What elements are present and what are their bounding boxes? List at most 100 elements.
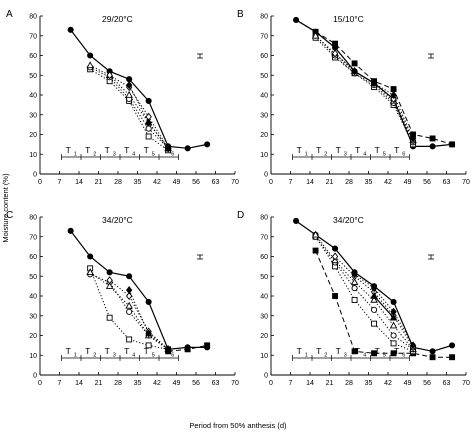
data-point-circle bbox=[332, 245, 339, 252]
data-point-circle bbox=[87, 253, 94, 260]
x-tick-label: 28 bbox=[345, 179, 353, 186]
y-tick-label: 50 bbox=[260, 274, 268, 281]
series-line bbox=[109, 279, 169, 350]
data-point-circle bbox=[293, 16, 300, 24]
data-point-circle bbox=[126, 76, 133, 83]
treatment-label: T bbox=[124, 346, 129, 356]
treatment-label: T bbox=[336, 346, 341, 356]
y-tick-label: 80 bbox=[260, 14, 268, 21]
treatment-label-subscript: 5 bbox=[152, 353, 155, 359]
series-dotted-open-triangle bbox=[86, 61, 172, 152]
x-tick-label: 70 bbox=[462, 380, 470, 387]
data-point-square bbox=[371, 320, 378, 327]
panel-letter: A bbox=[6, 9, 13, 20]
series-line bbox=[354, 273, 414, 346]
x-tick-label: 49 bbox=[404, 380, 412, 387]
data-point-diamond bbox=[370, 284, 378, 293]
y-tick-label: 60 bbox=[260, 53, 268, 60]
y-tick-label: 30 bbox=[260, 112, 268, 119]
x-tick-label: 28 bbox=[114, 380, 122, 387]
treatment-label-subscript: 1 bbox=[305, 152, 308, 158]
y-tick-label: 0 bbox=[264, 373, 268, 380]
series-dotted-open-circle bbox=[312, 233, 417, 353]
treatment-label-subscript: 2 bbox=[324, 353, 327, 359]
treatment-label: T bbox=[336, 145, 341, 155]
treatment-label: T bbox=[316, 145, 321, 155]
series-line bbox=[109, 74, 169, 149]
treatment-label-subscript: 5 bbox=[383, 353, 386, 359]
series-line bbox=[315, 234, 414, 350]
data-point-diamond bbox=[370, 79, 378, 88]
panel-title: 34/20°C bbox=[102, 215, 133, 225]
series-dotted-open-triangle bbox=[311, 230, 417, 353]
x-tick-label: 21 bbox=[95, 380, 103, 387]
data-point-square bbox=[390, 86, 397, 93]
y-tick-label: 20 bbox=[260, 333, 268, 340]
panel-letter: C bbox=[6, 210, 13, 221]
data-point-circle bbox=[293, 217, 300, 224]
series-line bbox=[89, 268, 169, 350]
x-tick-label: 14 bbox=[75, 179, 83, 186]
data-point-square bbox=[204, 342, 211, 349]
treatment-label-subscript: 1 bbox=[305, 353, 308, 359]
x-tick-label: 42 bbox=[384, 179, 392, 186]
x-tick-label: 7 bbox=[58, 179, 62, 186]
treatment-label-subscript: 3 bbox=[344, 353, 347, 359]
data-point-square bbox=[390, 340, 397, 347]
data-point-diamond bbox=[106, 276, 113, 285]
treatment-label: T bbox=[66, 145, 71, 155]
series-dotted-filled-diamond bbox=[351, 270, 417, 350]
y-tick-label: 80 bbox=[260, 215, 268, 222]
series-solid-filled-circle bbox=[67, 227, 211, 353]
treatment-label-subscript: 6 bbox=[171, 152, 174, 158]
series-line bbox=[315, 31, 453, 145]
y-tick-label: 20 bbox=[29, 333, 37, 340]
series-line bbox=[315, 236, 414, 350]
series-line bbox=[354, 70, 414, 139]
treatment-label-subscript: 4 bbox=[363, 152, 366, 158]
treatment-label: T bbox=[375, 346, 380, 356]
y-tick-label: 60 bbox=[260, 254, 268, 261]
data-point-diamond bbox=[145, 329, 152, 338]
treatment-label-subscript: 4 bbox=[363, 353, 366, 359]
data-point-triangle bbox=[105, 281, 114, 289]
x-tick-label: 63 bbox=[443, 179, 451, 186]
data-point-square bbox=[165, 348, 172, 355]
panel-letter: D bbox=[237, 210, 244, 221]
treatment-label-subscript: 3 bbox=[113, 353, 116, 359]
data-point-triangle bbox=[86, 61, 94, 69]
y-tick-label: 80 bbox=[29, 215, 37, 222]
y-tick-label: 30 bbox=[29, 112, 37, 119]
data-point-circle bbox=[390, 332, 397, 339]
y-tick-label: 40 bbox=[29, 294, 37, 301]
treatment-label-subscript: 6 bbox=[402, 152, 405, 158]
x-tick-label: 21 bbox=[95, 179, 103, 186]
data-point-triangle bbox=[389, 313, 398, 321]
x-tick-label: 70 bbox=[231, 380, 239, 387]
data-point-circle bbox=[106, 269, 113, 276]
data-point-square bbox=[429, 135, 436, 142]
y-tick-label: 30 bbox=[260, 313, 268, 320]
series-solid-filled-triangle bbox=[370, 291, 398, 321]
treatment-label-subscript: 3 bbox=[344, 152, 347, 158]
treatment-label: T bbox=[355, 346, 360, 356]
data-point-diamond bbox=[409, 134, 417, 143]
y-tick-label: 10 bbox=[260, 152, 268, 159]
x-tick-label: 42 bbox=[384, 380, 392, 387]
x-tick-label: 63 bbox=[443, 380, 451, 387]
panel-letter: B bbox=[237, 9, 244, 20]
data-point-triangle bbox=[125, 90, 133, 98]
data-point-square bbox=[184, 346, 191, 353]
treatment-label-subscript: 5 bbox=[152, 152, 155, 158]
x-tick-label: 14 bbox=[306, 380, 314, 387]
y-tick-label: 20 bbox=[260, 132, 268, 139]
treatment-label-subscript: 1 bbox=[74, 353, 77, 359]
data-point-circle bbox=[126, 308, 133, 315]
x-tick-label: 0 bbox=[269, 380, 273, 387]
data-point-square bbox=[332, 293, 339, 299]
treatment-label-subscript: 3 bbox=[113, 152, 116, 158]
data-point-circle bbox=[371, 306, 378, 313]
